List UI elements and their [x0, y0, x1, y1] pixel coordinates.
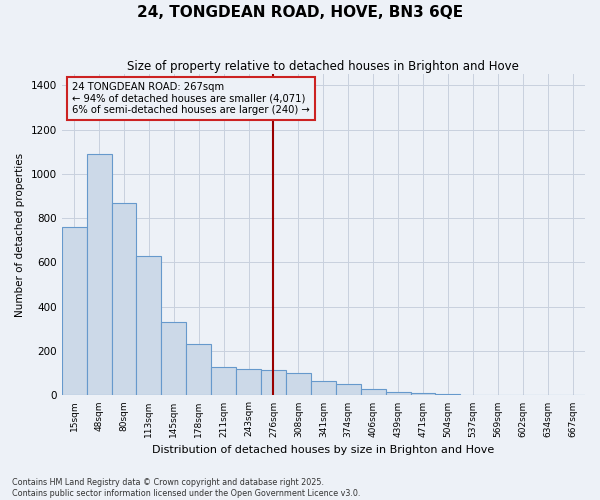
- Bar: [436, 394, 460, 396]
- Bar: [410, 393, 436, 396]
- Text: Contains HM Land Registry data © Crown copyright and database right 2025.
Contai: Contains HM Land Registry data © Crown c…: [12, 478, 361, 498]
- Bar: [535, 395, 560, 396]
- Text: 24, TONGDEAN ROAD, HOVE, BN3 6QE: 24, TONGDEAN ROAD, HOVE, BN3 6QE: [137, 5, 463, 20]
- Bar: [186, 344, 211, 396]
- Bar: [311, 381, 336, 396]
- Bar: [236, 369, 261, 396]
- Bar: [386, 392, 410, 396]
- Bar: [361, 389, 386, 396]
- Bar: [136, 256, 161, 396]
- Title: Size of property relative to detached houses in Brighton and Hove: Size of property relative to detached ho…: [127, 60, 519, 73]
- Text: 24 TONGDEAN ROAD: 267sqm
← 94% of detached houses are smaller (4,071)
6% of semi: 24 TONGDEAN ROAD: 267sqm ← 94% of detach…: [72, 82, 310, 116]
- Bar: [460, 395, 485, 396]
- Bar: [86, 154, 112, 396]
- Bar: [286, 374, 311, 396]
- Bar: [485, 395, 510, 396]
- Bar: [510, 395, 535, 396]
- Y-axis label: Number of detached properties: Number of detached properties: [15, 152, 25, 317]
- Bar: [161, 322, 186, 396]
- Bar: [112, 202, 136, 396]
- Bar: [211, 366, 236, 396]
- Bar: [62, 227, 86, 396]
- X-axis label: Distribution of detached houses by size in Brighton and Hove: Distribution of detached houses by size …: [152, 445, 494, 455]
- Bar: [560, 395, 585, 396]
- Bar: [336, 384, 361, 396]
- Bar: [261, 370, 286, 396]
